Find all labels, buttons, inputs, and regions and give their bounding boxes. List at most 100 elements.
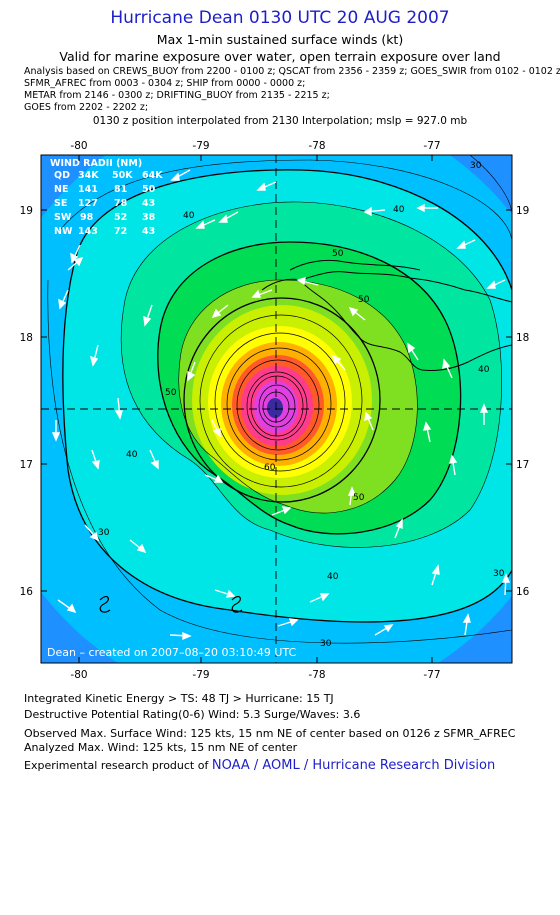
contour-line [199,314,363,488]
contour-line [469,155,512,216]
analyzed-max-line: Analyzed Max. Wind: 125 kts, 15 nm NE of… [24,741,298,754]
track-hurricane-symbol [99,596,111,613]
wind-vector [331,354,346,371]
wind-vector [218,211,239,223]
lon-tick-label: -77 [423,140,440,152]
wind-radii-cell: 141 [78,184,98,195]
analysis-line: SFMR_AFREC from 0003 - 0304 z; SHIP from… [24,78,306,89]
map-subtitle: Max 1-min sustained surface winds (kt) [156,32,404,47]
wind-vector [211,304,229,319]
lon-tick-label: -79 [192,140,209,152]
contour-line [47,279,512,644]
wind-radii-cell: 143 [78,226,98,237]
lon-tick-label: -77 [423,669,440,681]
lat-tick-label: 17 [20,459,33,471]
wind-vector [67,256,84,271]
contour-label: 50 [358,295,370,305]
contour-label: 40 [327,572,339,582]
lat-tick-label: 18 [516,332,529,344]
wind-vector [169,631,192,641]
credit-line: Experimental research product of NOAA / … [24,758,495,773]
map-credit: Dean – created on 2007–08–20 03:10:49 UT… [47,646,297,659]
wind-radii-cell: 50 [142,184,156,195]
credit-prefix: Experimental research product of [24,759,209,772]
wind-vector [211,419,221,438]
lat-tick-label: 19 [20,205,33,217]
contour-label: 60 [264,463,276,473]
contour-label: 40 [393,205,405,215]
wind-vector [363,206,386,217]
contour-34kt [62,169,512,623]
contour-label: 40 [183,211,195,221]
lat-tick-label: 18 [20,332,33,344]
contour-label: 40 [478,365,490,375]
lat-tick-label: 16 [516,586,530,598]
wind-vector [456,239,476,249]
analysis-line: GOES from 2202 - 2202 z; [24,102,149,113]
wind-vector [501,573,511,596]
wind-vector [442,358,453,379]
wind-vector [407,342,419,361]
wind-vector [348,306,366,321]
wind-vector [149,449,159,470]
contour-line [258,384,296,428]
wind-radii-cell: NW [54,226,73,237]
ike-line: Integrated Kinetic Energy > TS: 48 TJ > … [24,692,334,705]
lon-tick-label: -79 [192,669,209,681]
wind-radii-cell: SW [54,212,72,223]
wind-vector [309,593,330,603]
wind-radii-cell: 127 [78,198,98,209]
position-note: 0130 z position interpolated from 2130 I… [92,115,468,127]
wind-radii-cell: 52 [114,212,127,223]
track-hurricane-symbol [231,596,243,613]
contour-line [120,201,502,548]
wind-vector [486,279,506,289]
analysis-line: METAR from 2146 - 0300 z; DRIFTING_BUOY … [24,90,330,101]
wind-vector [374,624,394,636]
wind-radii-cell: SE [54,198,67,209]
wind-vector [214,589,236,598]
lon-tick-label: -80 [70,140,87,152]
contour-label: 30 [470,161,482,171]
wind-vector [58,289,69,310]
wind-vector [57,599,77,614]
contour-label: 40 [126,450,138,460]
valid-note: Valid for marine exposure over water, op… [59,49,501,64]
wind-radii-cell: 81 [114,184,127,195]
wind-vector [251,289,273,298]
contour-label: 50 [332,249,344,259]
wind-vector [187,361,196,382]
lon-tick-label: -80 [70,669,87,681]
wind-radii-cell: 98 [80,212,94,223]
wind-vector [423,421,432,443]
lon-tick-label: -78 [308,669,325,681]
coastline [299,279,512,371]
wind-radii-cell: 43 [142,198,155,209]
wind-vector [84,524,100,542]
contour-64kt [183,297,381,503]
wind-radii-cell: 43 [142,226,155,237]
contour-label: 30 [493,569,505,579]
contour-line [246,371,308,441]
wind-vector [271,506,292,516]
contour-label: 30 [320,639,332,649]
wind-radii-cell: 72 [114,226,127,237]
wind-vector [394,518,403,539]
contour-50kt [157,241,462,535]
lat-tick-label: 16 [20,586,34,598]
wind-vector [90,344,99,367]
wind-vector [256,181,277,191]
wind-radii-cell: 64K [142,170,163,181]
map-frame [40,154,513,664]
wind-vector [51,420,61,442]
storm-eye [267,398,283,418]
map-title: Hurricane Dean 0130 UTC 20 AUG 2007 [110,8,450,28]
wind-vector [129,539,147,554]
hrd-link[interactable]: NOAA / AOML / Hurricane Research Divisio… [211,758,496,773]
lat-tick-label: 17 [516,459,529,471]
dpr-line: Destructive Potential Rating(0-6) Wind: … [24,708,361,721]
wind-vector [364,411,374,431]
wind-radii-cell: 38 [142,212,156,223]
coastline [289,259,421,271]
contour-line [178,279,418,514]
